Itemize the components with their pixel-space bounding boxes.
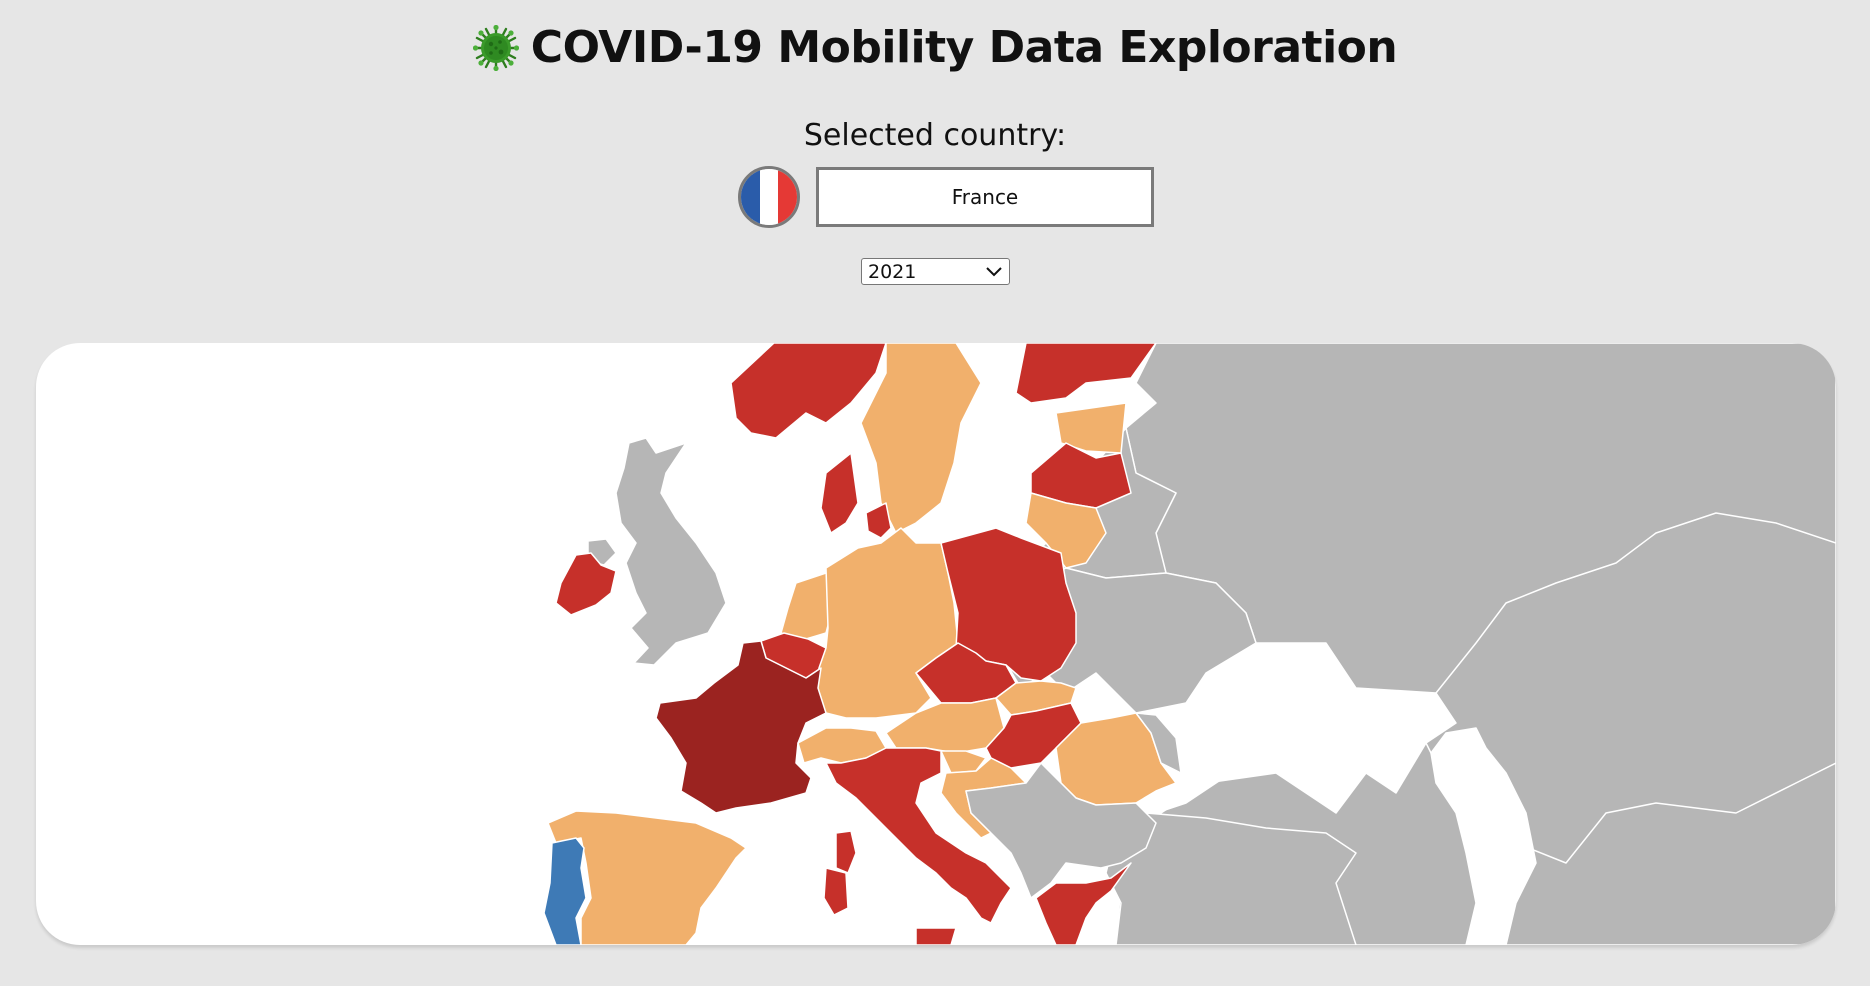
region-lithuania[interactable] [1025,492,1107,569]
chevron-down-icon [985,261,1003,283]
region-portugal[interactable] [543,837,587,945]
region-denmark[interactable] [820,452,859,534]
year-select[interactable]: 2021 [861,258,1010,285]
region-corsica[interactable] [823,867,849,916]
region-estonia[interactable] [1055,402,1127,454]
selected-country-label: Selected country: [803,118,1067,153]
region-moldova[interactable] [1135,712,1182,774]
region-spain[interactable] [547,810,747,945]
region-greece[interactable] [1035,862,1132,945]
france-flag-icon [738,166,800,228]
page-title: COVID-19 Mobility Data Exploration [530,22,1398,73]
virus-icon [472,24,519,71]
country-field[interactable]: France [816,167,1154,227]
region-sardinia[interactable] [835,830,857,874]
region-denmark-islands[interactable] [865,502,892,539]
region-balkans[interactable] [965,762,1157,899]
region-italy[interactable] [825,747,1012,924]
region-sweden[interactable] [860,343,982,534]
region-norway[interactable] [730,343,887,439]
region-slovenia[interactable] [940,750,987,774]
region-france[interactable] [655,640,827,814]
country-selector: France [0,166,1870,228]
page-header: COVID-19 Mobility Data Exploration [0,22,1870,73]
year-select-value: 2021 [868,260,917,283]
map-container[interactable] [36,343,1836,945]
region-united-kingdom[interactable] [615,437,727,666]
region-ireland[interactable] [555,552,617,616]
region-sicily[interactable] [915,927,957,945]
region-turkey[interactable] [1105,812,1357,945]
region-finland[interactable] [1015,343,1157,404]
europe-map[interactable] [36,343,1836,945]
region-caspian-sea [1430,727,1537,945]
